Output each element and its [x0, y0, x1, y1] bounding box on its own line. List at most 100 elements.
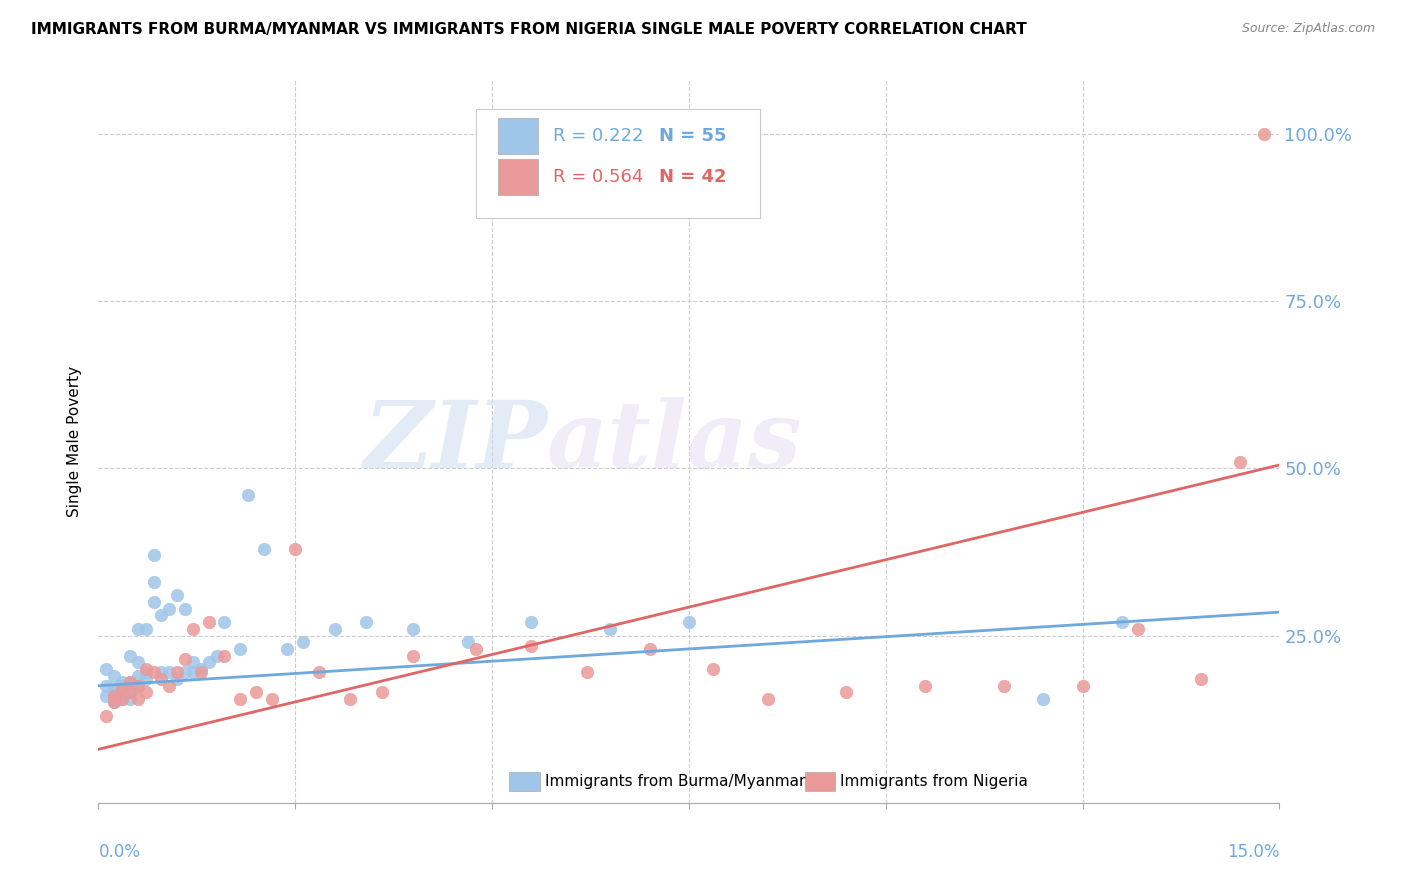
Point [1071, 679, 1094, 693]
Point [142, 548, 165, 563]
Text: R = 0.222: R = 0.222 [553, 127, 644, 145]
Point [103, 696, 125, 710]
Point [157, 602, 180, 616]
Point [150, 672, 173, 686]
Point [157, 665, 180, 680]
Point [638, 642, 661, 657]
Point [678, 615, 700, 630]
Point [135, 662, 157, 676]
Point [118, 675, 141, 690]
Point [174, 665, 197, 680]
Point [1189, 672, 1212, 686]
FancyBboxPatch shape [509, 772, 540, 791]
Point [135, 622, 157, 636]
Point [174, 602, 197, 616]
Point [253, 541, 276, 556]
Text: N = 55: N = 55 [659, 127, 727, 145]
Point [150, 608, 173, 623]
Text: ZIP: ZIP [363, 397, 547, 486]
Point [1032, 692, 1054, 706]
Point [229, 642, 252, 657]
Point [354, 615, 377, 630]
Point [118, 685, 141, 699]
Point [150, 665, 173, 680]
Point [111, 681, 134, 696]
Point [166, 665, 188, 680]
Point [292, 635, 315, 649]
Point [127, 622, 149, 636]
Point [520, 615, 543, 630]
Point [339, 692, 361, 706]
Point [127, 655, 149, 669]
Point [1229, 455, 1251, 469]
Point [103, 696, 125, 710]
FancyBboxPatch shape [477, 109, 759, 218]
Point [214, 615, 236, 630]
Point [575, 665, 598, 680]
Point [118, 692, 141, 706]
Point [276, 642, 298, 657]
Point [284, 541, 307, 556]
Point [402, 622, 425, 636]
Point [135, 672, 157, 686]
Point [323, 622, 346, 636]
Text: R = 0.564: R = 0.564 [553, 169, 644, 186]
Point [190, 665, 212, 680]
Point [96, 662, 118, 676]
Point [1253, 127, 1275, 141]
Point [118, 675, 141, 690]
Point [103, 685, 125, 699]
Point [166, 589, 188, 603]
Point [96, 689, 118, 703]
Point [371, 685, 394, 699]
Point [135, 685, 157, 699]
Text: N = 42: N = 42 [659, 169, 727, 186]
Point [1126, 622, 1149, 636]
Point [142, 575, 165, 590]
Text: IMMIGRANTS FROM BURMA/MYANMAR VS IMMIGRANTS FROM NIGERIA SINGLE MALE POVERTY COR: IMMIGRANTS FROM BURMA/MYANMAR VS IMMIGRA… [31, 22, 1026, 37]
Y-axis label: Single Male Poverty: Single Male Poverty [67, 366, 83, 517]
Text: Source: ZipAtlas.com: Source: ZipAtlas.com [1241, 22, 1375, 36]
FancyBboxPatch shape [498, 118, 537, 153]
Point [520, 639, 543, 653]
Point [96, 708, 118, 723]
Point [127, 679, 149, 693]
Point [157, 679, 180, 693]
Point [174, 652, 197, 666]
Point [229, 692, 252, 706]
Point [914, 679, 936, 693]
Point [457, 635, 479, 649]
Point [465, 642, 488, 657]
Point [599, 622, 621, 636]
Point [111, 681, 134, 696]
Text: Immigrants from Nigeria: Immigrants from Nigeria [841, 774, 1028, 789]
Point [111, 692, 134, 706]
FancyBboxPatch shape [498, 160, 537, 194]
Point [127, 679, 149, 693]
Point [103, 669, 125, 683]
Point [308, 665, 330, 680]
Text: 15.0%: 15.0% [1227, 843, 1279, 861]
Text: atlas: atlas [547, 397, 803, 486]
Point [135, 665, 157, 680]
Point [103, 689, 125, 703]
Point [181, 622, 204, 636]
Text: 0.0%: 0.0% [98, 843, 141, 861]
FancyBboxPatch shape [804, 772, 835, 791]
Point [142, 665, 165, 680]
Point [1111, 615, 1133, 630]
Point [197, 615, 219, 630]
Point [96, 679, 118, 693]
Text: Immigrants from Burma/Myanmar: Immigrants from Burma/Myanmar [546, 774, 806, 789]
Point [127, 669, 149, 683]
Point [205, 648, 228, 663]
Point [111, 679, 134, 693]
Point [245, 685, 267, 699]
Point [111, 692, 134, 706]
Point [835, 685, 858, 699]
Point [181, 665, 204, 680]
Point [118, 685, 141, 699]
Point [166, 672, 188, 686]
Point [103, 681, 125, 696]
Point [181, 655, 204, 669]
